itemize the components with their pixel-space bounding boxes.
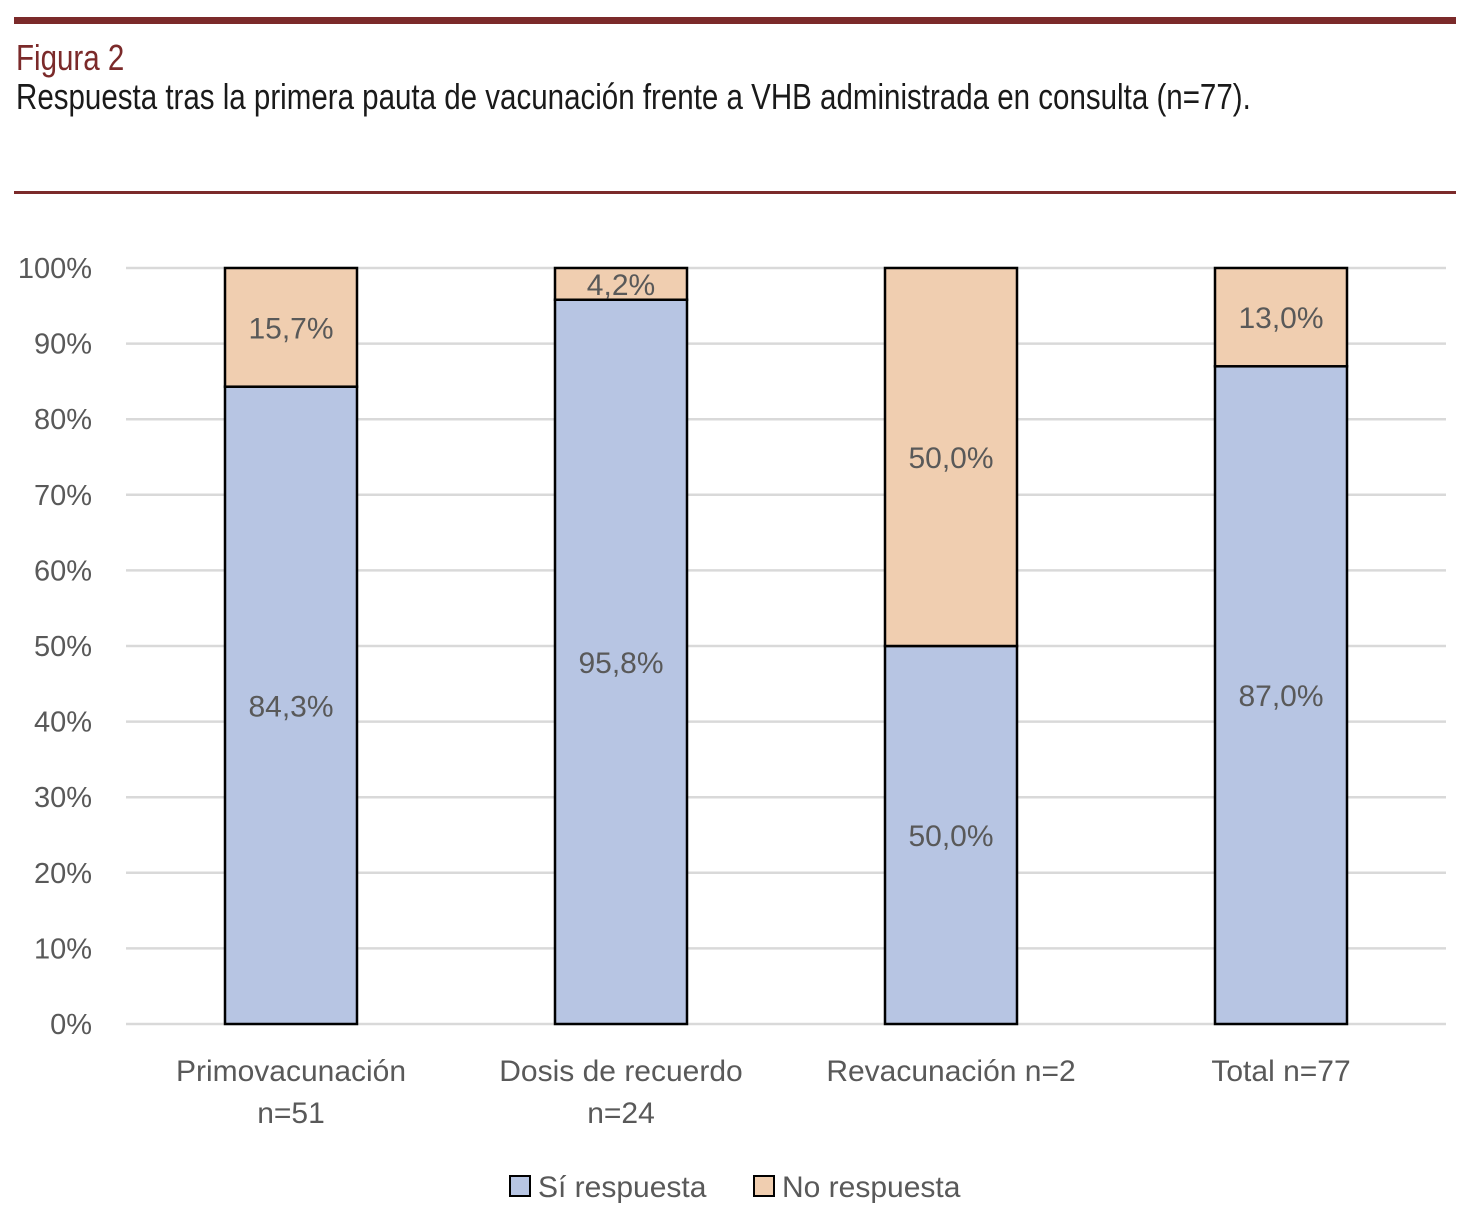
- data-label: 95,8%: [578, 647, 663, 680]
- y-tick-label: 10%: [34, 933, 92, 965]
- bar-no-respuesta: [883, 266, 1019, 648]
- data-label: 50,0%: [908, 820, 993, 853]
- y-tick-label: 50%: [34, 631, 92, 663]
- category-label: n=24: [587, 1097, 655, 1130]
- title-rule: [14, 191, 1456, 194]
- legend: Sí respuesta No respuesta: [509, 1171, 961, 1204]
- category-label: Total n=77: [1211, 1055, 1350, 1088]
- figure-label: Figura 2: [16, 37, 125, 78]
- y-axis-tick-labels: 0% 10% 20% 30% 40% 50% 60% 70% 80% 90% 100%: [18, 253, 92, 1041]
- bar-no-respuesta: [223, 266, 359, 388]
- y-tick-label: 0%: [50, 1009, 92, 1041]
- data-label: 13,0%: [1238, 302, 1323, 335]
- category-label: Dosis de recuerdo: [499, 1055, 742, 1088]
- y-tick-label: 70%: [34, 480, 92, 512]
- bar-si-respuesta: [223, 385, 359, 1026]
- bar-no-respuesta: [553, 266, 689, 302]
- data-label: 4,2%: [587, 269, 655, 302]
- y-tick-label: 60%: [34, 555, 92, 587]
- bar-si-respuesta: [553, 298, 689, 1026]
- data-label: 84,3%: [248, 690, 333, 723]
- category-label: Primovacunación: [176, 1055, 406, 1088]
- y-tick-label: 30%: [34, 782, 92, 814]
- bars: [223, 266, 1349, 1026]
- category-labels: Primovacunación n=51 Dosis de recuerdo n=24…: [176, 1055, 1351, 1130]
- data-label: 50,0%: [908, 442, 993, 475]
- bar-si-respuesta: [1213, 365, 1349, 1026]
- legend-item-no-respuesta-swatch: [753, 1175, 775, 1197]
- legend-item-no-respuesta-label: No respuesta: [782, 1171, 961, 1204]
- data-label: 87,0%: [1238, 680, 1323, 713]
- y-tick-label: 90%: [34, 329, 92, 361]
- y-tick-label: 80%: [34, 404, 92, 436]
- legend-item-si-respuesta-label: Sí respuesta: [538, 1171, 707, 1204]
- data-label: 15,7%: [248, 312, 333, 345]
- bar-no-respuesta: [1213, 266, 1349, 368]
- top-rule: [14, 17, 1456, 24]
- category-label: Revacunación n=2: [826, 1055, 1075, 1088]
- figure-title: Respuesta tras la primera pauta de vacun…: [16, 76, 1251, 117]
- data-labels: 84,3% 15,7% 95,8% 4,2% 50,0% 50,0% 87,0% 13,0%: [248, 269, 1323, 853]
- y-tick-label: 40%: [34, 707, 92, 739]
- y-tick-label: 20%: [34, 858, 92, 890]
- category-label: n=51: [257, 1097, 325, 1130]
- y-tick-label: 100%: [18, 253, 92, 285]
- legend-item-si-respuesta-swatch: [509, 1175, 531, 1197]
